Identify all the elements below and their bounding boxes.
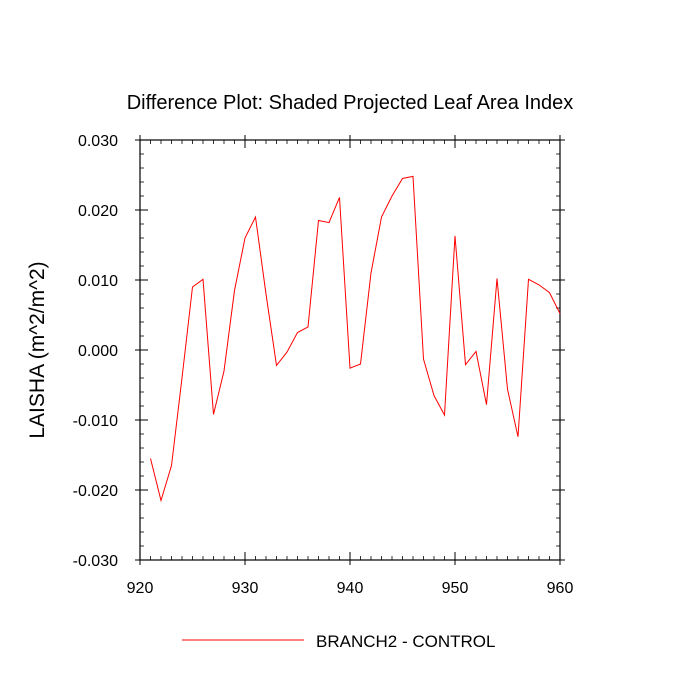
x-tick-label: 960 — [547, 580, 574, 597]
y-tick-label: 0.010 — [78, 273, 118, 290]
x-tick-label: 940 — [337, 580, 364, 597]
series-line — [150, 175, 561, 503]
y-tick-label: -0.020 — [73, 483, 118, 500]
x-tick-labels: 920 930 940 950 960 — [127, 580, 574, 597]
legend: BRANCH2 - CONTROL — [182, 632, 495, 651]
major-ticks — [135, 135, 565, 565]
x-tick-label: 920 — [127, 580, 154, 597]
chart-title: Difference Plot: Shaded Projected Leaf A… — [127, 92, 574, 114]
y-tick-label: 0.030 — [78, 133, 118, 150]
y-axis-label: LAISHA (m^2/m^2) — [26, 261, 49, 438]
y-tick-label: -0.010 — [73, 413, 118, 430]
y-tick-label: 0.020 — [78, 203, 118, 220]
plot-frame — [139, 139, 561, 561]
y-tick-label: 0.000 — [78, 343, 118, 360]
series-group — [150, 175, 561, 503]
minor-ticks — [140, 140, 560, 560]
x-tick-label: 930 — [232, 580, 259, 597]
x-tick-label: 950 — [442, 580, 469, 597]
legend-label: BRANCH2 - CONTROL — [316, 632, 495, 651]
y-tick-label: -0.030 — [73, 553, 118, 570]
y-tick-labels: -0.030 -0.020 -0.010 0.000 0.010 0.020 0.030 — [73, 133, 118, 570]
